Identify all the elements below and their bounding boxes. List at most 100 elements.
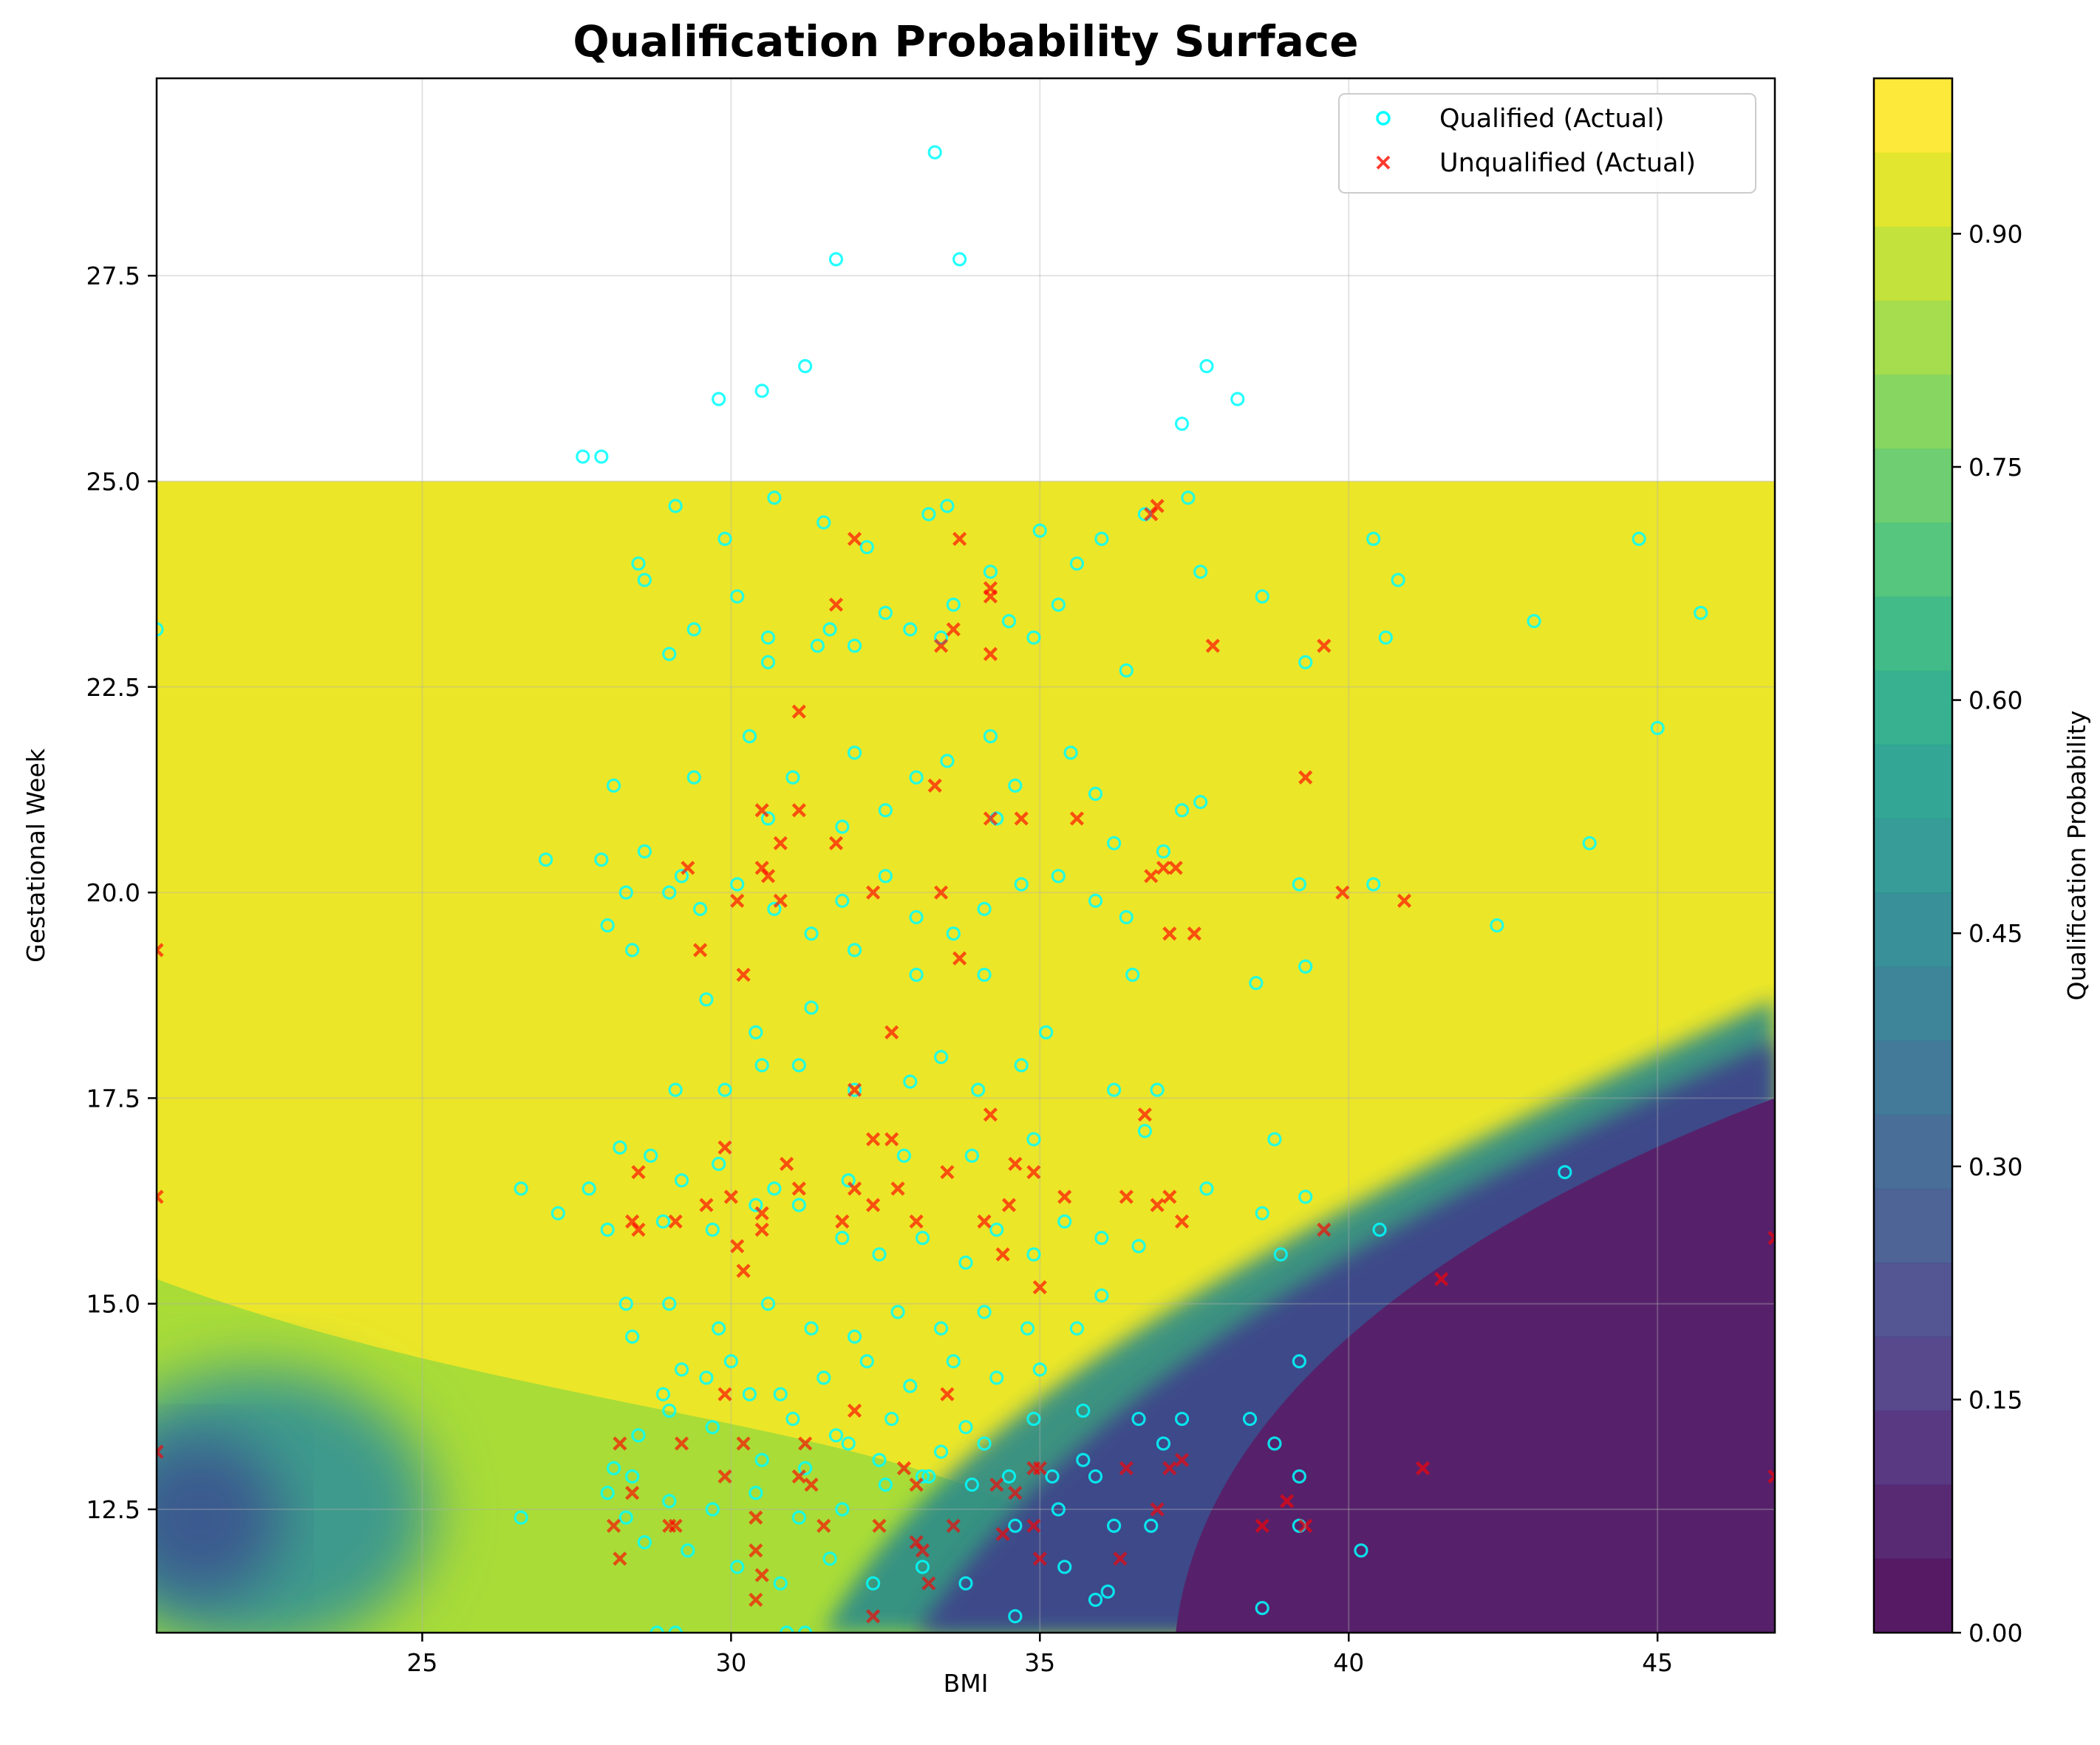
qualified-point: [1094, 531, 1109, 547]
qualified-point: [686, 770, 701, 785]
qualified-point: [600, 918, 615, 933]
unqualified-point: [613, 1436, 627, 1451]
plot-area: [157, 78, 1775, 1633]
unqualified-point: [983, 811, 998, 826]
unqualified-point: [933, 885, 949, 900]
unqualified-point: [1057, 1189, 1072, 1204]
qualified-point: [1230, 392, 1245, 406]
qualified-point: [1156, 844, 1171, 859]
qualified-point: [618, 885, 633, 900]
unqualified-point: [1434, 1271, 1449, 1286]
qualified-point: [1008, 778, 1023, 793]
qualified-point: [859, 539, 874, 555]
qualified-point: [637, 1534, 652, 1550]
unqualified-point: [631, 1222, 646, 1237]
qualified-point: [828, 252, 844, 267]
qualified-point: [1174, 1411, 1190, 1427]
qualified-point: [933, 1444, 949, 1459]
colorbar-band: [1874, 522, 1952, 597]
qualified-point: [760, 655, 776, 669]
qualified-point: [798, 1461, 813, 1475]
qualified-point: [1001, 1469, 1017, 1484]
unqualified-point: [1162, 1189, 1177, 1204]
qualified-point: [1008, 1609, 1023, 1624]
qualified-point: [550, 1206, 565, 1220]
legend-unqualified-marker: [1376, 155, 1391, 170]
qualified-point: [822, 1551, 837, 1566]
unqualified-point: [1415, 1461, 1431, 1475]
x-tick-label: 40: [1333, 1648, 1364, 1677]
unqualified-point: [933, 638, 949, 653]
y-axis-label: Gestational Week: [21, 748, 50, 963]
qualified-point: [1100, 1584, 1115, 1599]
unqualified-point: [668, 1214, 683, 1229]
qualified-point: [804, 1000, 819, 1015]
unqualified-point: [884, 1025, 899, 1039]
qualified-point: [1014, 877, 1029, 892]
unqualified-point: [1144, 869, 1159, 884]
unqualified-point: [699, 1198, 714, 1212]
qualified-point: [600, 1222, 615, 1237]
qualified-point: [637, 573, 652, 587]
unqualified-point: [754, 1222, 769, 1237]
qualified-point: [625, 943, 640, 957]
unqualified-point: [681, 861, 695, 875]
grid-lines: [157, 78, 1775, 1633]
qualified-point: [921, 507, 936, 522]
unqualified-point: [1187, 926, 1201, 941]
qualified-point: [767, 491, 782, 505]
qualified-point: [514, 1510, 528, 1525]
qualified-point: [1378, 630, 1393, 645]
unqualified-point: [952, 951, 967, 966]
qualified-point: [1014, 1058, 1029, 1073]
qualified-point: [767, 1181, 782, 1196]
unqualified-point: [1335, 885, 1350, 900]
qualified-point: [1181, 491, 1196, 505]
colorbar-tick-label: 0.90: [1968, 219, 2022, 248]
unqualified-point: [872, 1518, 887, 1533]
unqualified-point: [625, 1486, 640, 1500]
qualified-point: [576, 449, 590, 464]
chart-title: Qualification Probability Surface: [573, 16, 1358, 66]
unqualified-point: [1168, 861, 1183, 875]
qualified-point: [613, 1140, 627, 1155]
unqualified-point: [157, 943, 164, 957]
unqualified-point: [780, 1156, 794, 1172]
unqualified-point: [884, 1132, 899, 1147]
unqualified-point: [866, 885, 881, 900]
qualified-point: [983, 728, 998, 744]
unqualified-point: [1317, 1222, 1332, 1237]
qualified-point: [1174, 803, 1190, 818]
qualified-point: [157, 622, 164, 637]
colorbar-tick-label: 0.15: [1968, 1385, 2022, 1414]
unqualified-point: [668, 1518, 683, 1533]
qualified-point: [1069, 1321, 1085, 1336]
qualified-point: [798, 1625, 813, 1633]
qualified-point: [1131, 1411, 1146, 1427]
qualified-point: [1255, 1206, 1269, 1220]
qualified-point: [1051, 1502, 1066, 1517]
qualified-point: [1057, 1560, 1072, 1574]
unqualified-point: [1008, 1486, 1023, 1500]
qualified-point: [1107, 1518, 1122, 1533]
qualified-point: [841, 1436, 856, 1451]
qualified-point: [1298, 1189, 1313, 1204]
unqualified-point: [157, 1444, 164, 1459]
qualified-point: [1267, 1132, 1282, 1147]
qualified-point: [971, 1082, 986, 1097]
qualified-point: [650, 1625, 664, 1633]
unqualified-point: [1150, 1502, 1165, 1517]
unqualified-point: [983, 589, 998, 604]
unqualified-point: [1205, 638, 1220, 653]
qualified-point: [1298, 959, 1313, 974]
unqualified-point: [749, 1592, 763, 1608]
qualified-point: [958, 1255, 973, 1270]
unqualified-point: [866, 1132, 881, 1147]
qualified-point: [1131, 1239, 1146, 1254]
y-axis-ticks: 12.5 15.0 17.5 20.0 22.5 25.0 27.5: [86, 262, 157, 1524]
qualified-point: [964, 1478, 979, 1492]
qualified-point: [1026, 1411, 1041, 1427]
legend-box: [1338, 93, 1756, 194]
qualified-point: [847, 1082, 862, 1097]
qualified-point: [896, 1148, 912, 1163]
